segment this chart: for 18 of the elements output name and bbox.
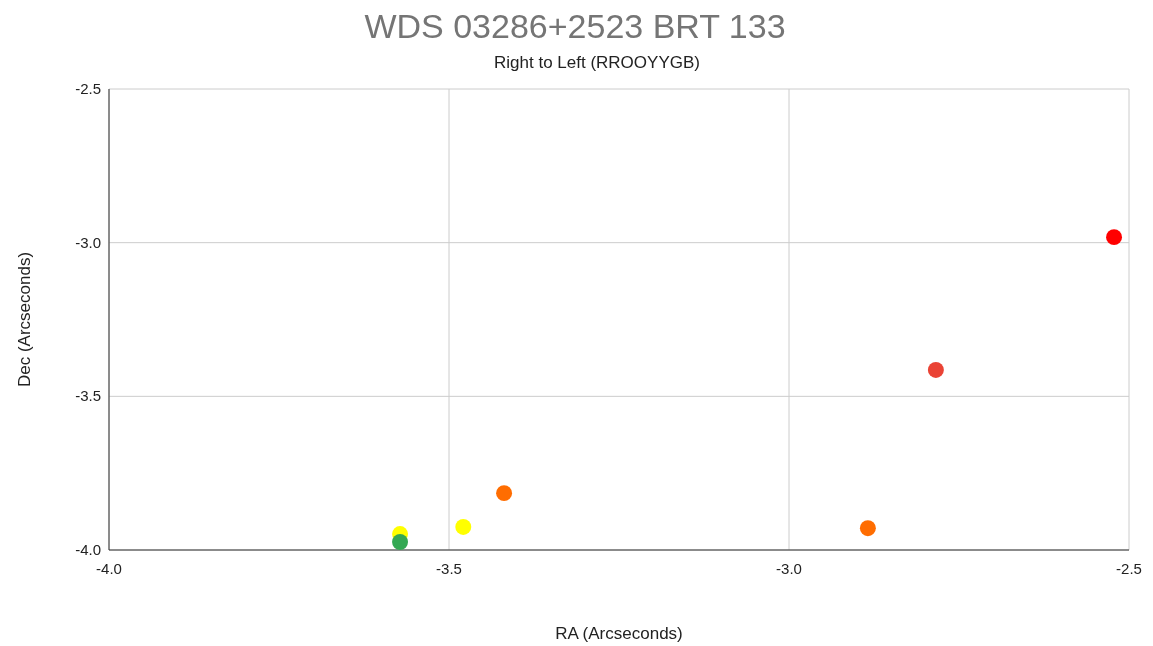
y-tick-label: -4.0 (75, 541, 101, 558)
x-axis-title: RA (Arcseconds) (555, 624, 683, 643)
x-tick-label: -3.5 (436, 560, 462, 577)
point (859, 520, 876, 537)
point (1106, 229, 1123, 246)
point (927, 361, 944, 378)
y-tick-label: -3.5 (75, 387, 101, 405)
x-tick-label: -3.0 (776, 560, 802, 577)
x-tick-label: -4.0 (96, 560, 122, 577)
y-axis-title: Dec (Arcseconds) (15, 251, 34, 388)
point (496, 485, 513, 502)
x-tick-label: -2.5 (1116, 560, 1142, 577)
y-tick-label: -2.5 (75, 80, 101, 97)
point (392, 534, 409, 550)
chart-title: WDS 03286+2523 BRT 133 (364, 7, 786, 45)
chart-subtitle: Right to Left (RROOYYGB) (494, 53, 700, 72)
point (455, 518, 472, 535)
y-tick-label: -3.0 (75, 233, 101, 251)
